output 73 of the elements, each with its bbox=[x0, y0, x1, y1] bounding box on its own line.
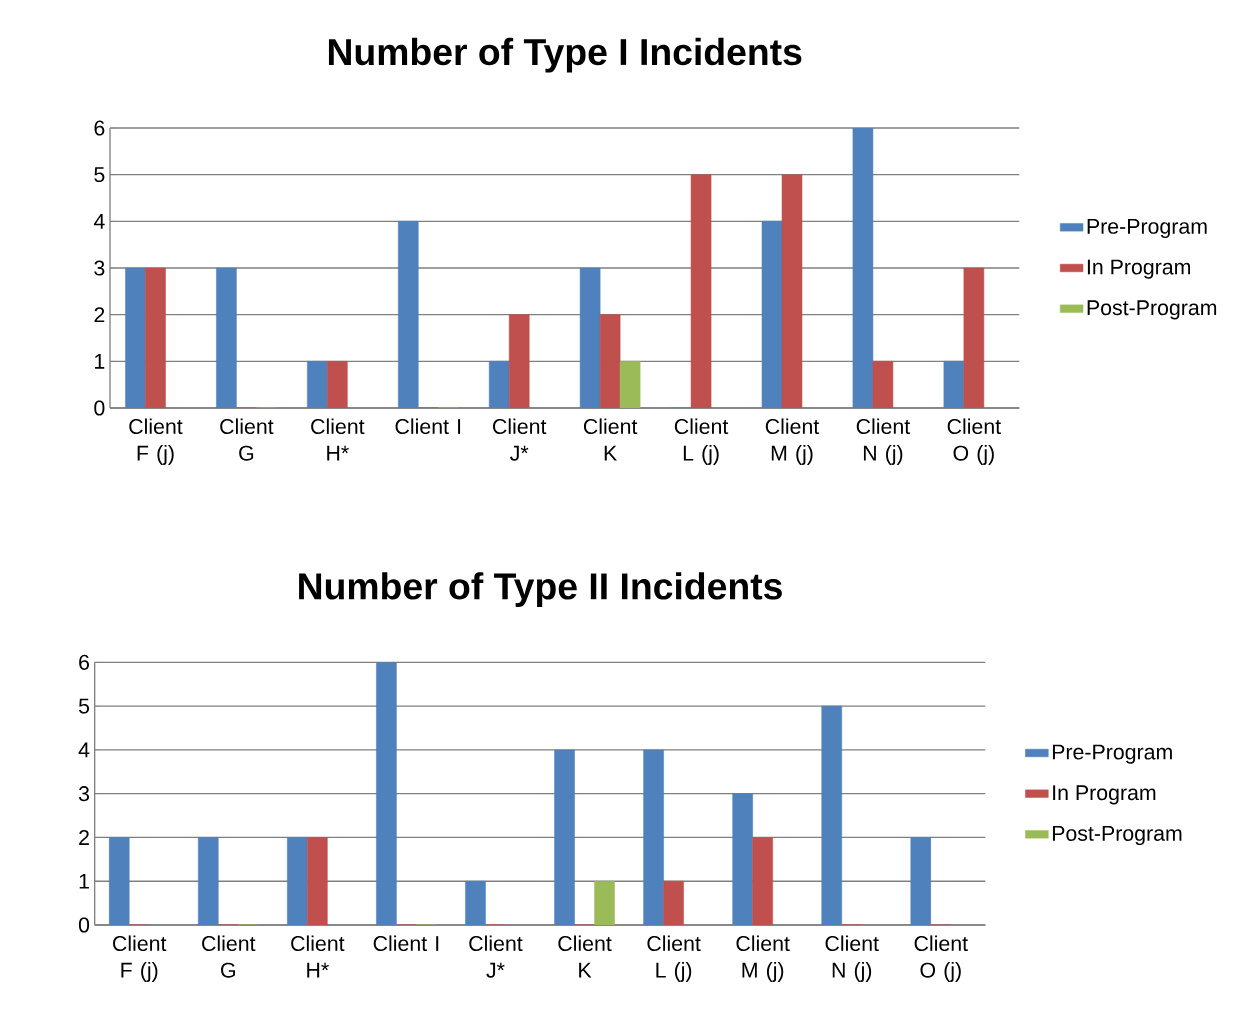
y-tick-label: 3 bbox=[78, 786, 90, 802]
y-tick-label: 1 bbox=[95, 353, 105, 369]
bar bbox=[376, 662, 397, 925]
bar bbox=[963, 267, 985, 408]
bar bbox=[852, 128, 874, 408]
bar bbox=[398, 221, 419, 408]
y-tick-label: 4 bbox=[78, 742, 90, 758]
bar bbox=[488, 361, 510, 408]
bar bbox=[781, 174, 803, 408]
bar bbox=[287, 837, 308, 925]
bar bbox=[579, 267, 601, 408]
y-tick-label: 0 bbox=[78, 917, 90, 933]
legend-label: In Program bbox=[1087, 259, 1191, 279]
y-tick-label: 5 bbox=[78, 698, 90, 714]
chart-title: Number of Type I Incidents bbox=[328, 37, 802, 73]
y-tick-label: 2 bbox=[79, 830, 89, 845]
x-tick-label: Client J* bbox=[493, 418, 547, 461]
x-tick-label: Client I bbox=[373, 935, 439, 952]
x-tick-label: Client L (j) bbox=[647, 935, 701, 982]
bar bbox=[872, 361, 894, 408]
bar bbox=[752, 837, 773, 925]
x-tick-label: Client I bbox=[395, 418, 461, 435]
bar bbox=[108, 837, 130, 925]
bar bbox=[216, 267, 237, 408]
x-tick-label: Client J* bbox=[469, 935, 523, 978]
y-tick-label: 3 bbox=[94, 260, 105, 276]
y-tick-label: 6 bbox=[79, 654, 90, 670]
x-tick-label: Client K bbox=[558, 935, 612, 978]
y-tick-label: 6 bbox=[94, 120, 105, 136]
y-tick-label: 0 bbox=[94, 400, 105, 416]
bar bbox=[327, 361, 348, 408]
x-tick-label: Client F (j) bbox=[113, 935, 167, 982]
x-tick-label: Client K bbox=[583, 418, 638, 461]
bar bbox=[619, 361, 641, 408]
y-tick-label: 1 bbox=[79, 873, 89, 889]
legend-label: Pre-Program bbox=[1052, 744, 1172, 764]
bar bbox=[307, 361, 328, 408]
y-tick-label: 5 bbox=[94, 167, 105, 183]
x-tick-label: Client L (j) bbox=[674, 418, 729, 465]
x-tick-label: Client H* bbox=[311, 418, 365, 461]
bar bbox=[761, 221, 783, 408]
x-tick-label: Client O (j) bbox=[947, 418, 1001, 465]
x-tick-label: Client G bbox=[220, 418, 274, 461]
x-tick-label: Client O (j) bbox=[914, 935, 968, 982]
x-tick-label: Client M (j) bbox=[765, 418, 820, 465]
bar bbox=[465, 880, 486, 925]
bar bbox=[732, 793, 753, 925]
bar bbox=[125, 267, 146, 408]
legend-label: Post-Program bbox=[1087, 300, 1217, 320]
bar bbox=[943, 361, 965, 408]
x-tick-label: Client G bbox=[202, 935, 256, 978]
bar bbox=[145, 267, 166, 408]
x-tick-label: Client N (j) bbox=[825, 935, 879, 982]
bar bbox=[599, 314, 621, 408]
bar bbox=[198, 837, 219, 925]
x-tick-label: Client N (j) bbox=[856, 418, 911, 465]
y-tick-label: 4 bbox=[93, 213, 105, 229]
legend-label: In Program bbox=[1053, 785, 1156, 805]
x-tick-label: Client M (j) bbox=[736, 935, 790, 982]
chart-title: Number of Type II Incidents bbox=[299, 572, 782, 607]
bar bbox=[508, 314, 530, 408]
bar bbox=[663, 880, 684, 925]
bar bbox=[643, 749, 664, 925]
bar bbox=[690, 174, 712, 408]
bar bbox=[821, 705, 843, 925]
bar bbox=[307, 837, 328, 925]
legend-label: Pre-Program bbox=[1087, 218, 1207, 239]
x-tick-label: Client F (j) bbox=[129, 418, 183, 465]
bar bbox=[910, 837, 932, 925]
bar bbox=[554, 749, 575, 925]
x-tick-label: Client H* bbox=[291, 935, 345, 978]
legend-label: Post-Program bbox=[1052, 826, 1182, 846]
y-tick-label: 2 bbox=[94, 307, 105, 323]
